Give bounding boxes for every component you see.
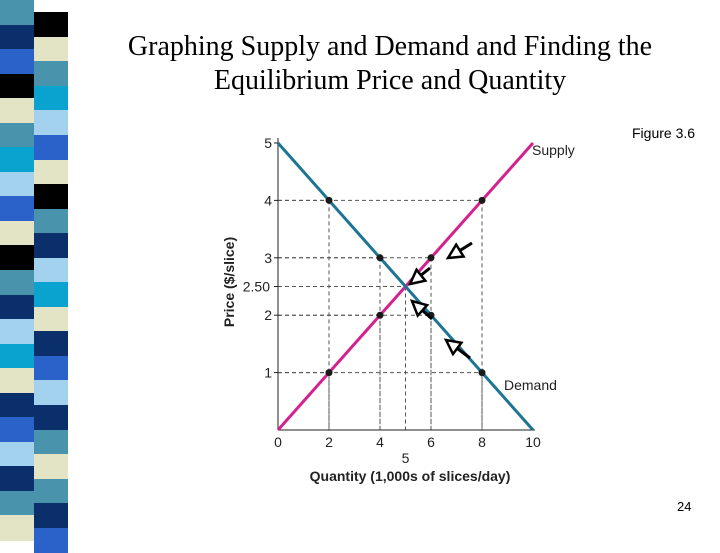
y-tick-label: 1 [264,365,272,381]
strip-block [34,208,68,235]
y-tick-label: 5 [264,135,272,151]
arrow-near-equilibrium-lower [409,299,434,321]
arrow-shaft [421,309,434,321]
slide-title-line-2: Equilibrium Price and Quantity [213,65,567,96]
strip-block [34,233,68,259]
strip-block [0,49,34,75]
page-number: 24 [677,499,692,514]
demand-curve [276,142,535,431]
x-tick-label: 10 [525,434,541,450]
x-tick-label: 2 [325,434,333,450]
supply-label: Supply [532,142,575,158]
strip-block [34,135,68,161]
strip-block [0,368,34,394]
strip-block [34,36,68,63]
y-tick-label: 4 [264,192,272,208]
strip-block [34,454,68,480]
strip-block [0,171,34,198]
arrow-head [409,299,430,318]
strip-block [34,61,68,87]
arrow-supply-high [445,241,473,260]
strip-block [0,196,34,222]
arrow-demand-low [443,338,471,360]
y-tick-label: 2 [264,307,272,323]
x-tick-label-equilibrium: 5 [402,450,410,466]
arrow-shaft [419,266,431,277]
supply-demand-chart: Supply Demand 0 2 4 6 8 10 5 1 2 3 4 5 2.50 Quantity (1… [221,135,575,484]
strip-block [34,184,68,210]
demand-label: Demand [504,377,557,393]
strip-block [34,405,68,431]
slide-title-line-1: Graphing Supply and Demand and Finding t… [127,31,653,62]
demand-point [478,369,486,377]
supply-point [427,254,435,262]
strip-block [0,490,34,517]
arrow-shaft [456,347,471,360]
demand-point [325,196,333,204]
demand-point [376,254,384,262]
strip-block [34,159,68,186]
strip-block [34,478,68,505]
strip-block [0,245,34,271]
strip-block [0,24,34,51]
strip-block [34,306,68,333]
strip-block [34,110,68,136]
strip-block [34,355,68,382]
decorative-strip [0,0,68,553]
strip-block [0,466,34,492]
strip-block [0,73,34,100]
arrow-shaft [459,241,473,252]
strip-block [34,429,68,456]
strip-block [0,417,34,443]
arrow-head [407,267,428,286]
strip-block [0,122,34,149]
strip-block [0,98,34,124]
strip-block [34,85,68,112]
strip-block [0,319,34,345]
strip-block [0,441,34,468]
strip-block [34,257,68,284]
strip-block [34,331,68,357]
x-tick-label: 6 [427,434,435,450]
y-axis-title: Price ($/slice) [221,237,237,327]
strip-block [34,12,68,38]
supply-point [325,369,333,377]
supply-point [376,311,384,319]
strip-block [0,0,34,26]
strip-block [0,220,34,247]
arrow-head [445,242,466,260]
strip-block [0,515,34,541]
x-tick-label: 8 [478,434,486,450]
x-tick-label: 0 [274,434,282,450]
strip-block [34,380,68,406]
strip-block [0,343,34,370]
arrow-near-equilibrium-upper [407,266,431,286]
figure-label: Figure 3.6 [632,125,696,141]
y-tick-label-equilibrium: 2.50 [243,279,270,295]
slide-title: Graphing Supply and Demand and Finding t… [70,30,710,98]
supply-point [478,196,486,204]
strip-block [34,503,68,529]
x-axis-title: Quantity (1,000s of slices/day) [310,468,511,484]
arrow-head [443,338,464,357]
strip-block [0,392,34,419]
strip-block [34,282,68,308]
strip-block [0,294,34,321]
y-tick-label: 3 [264,250,272,266]
x-tick-label: 4 [376,434,384,450]
strip-block [0,147,34,173]
strip-block [0,270,34,296]
